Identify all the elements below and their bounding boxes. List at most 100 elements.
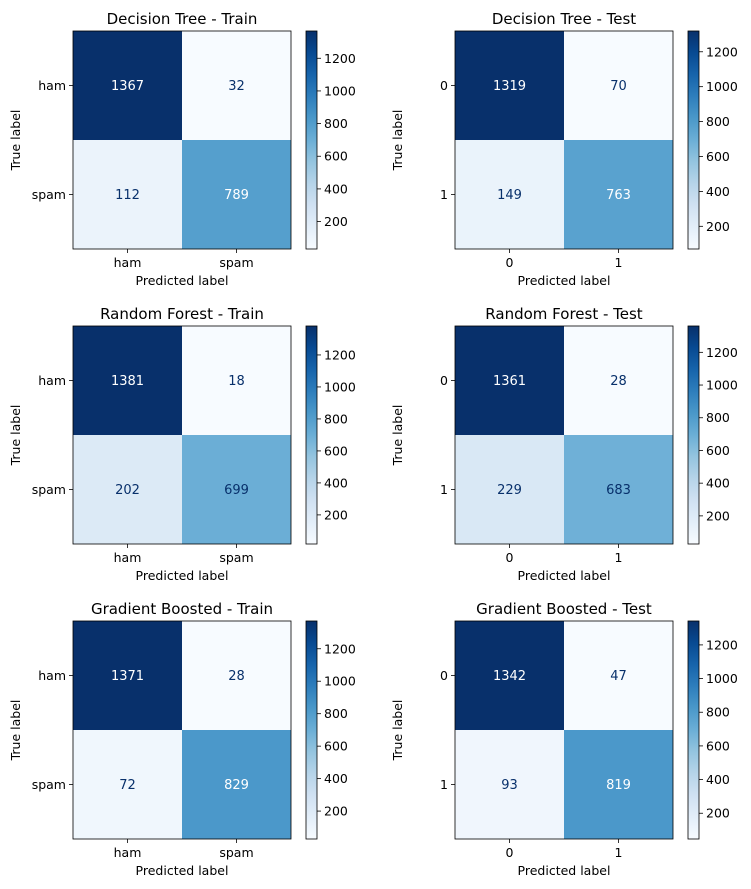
x-axis-label: Predicted label (136, 863, 229, 878)
matrix-cell (73, 31, 182, 140)
chart-title: Random Forest - Train (100, 305, 264, 323)
matrix-cell (455, 621, 564, 730)
cell-value-label: 72 (119, 778, 136, 793)
colorbar-frame (687, 620, 700, 840)
colorbar-tick-label: 600 (706, 738, 730, 753)
y-axis-label: True label (390, 405, 405, 467)
colorbar-tick-label: 600 (324, 739, 348, 754)
chart-title: Random Forest - Test (485, 305, 643, 323)
colorbar-tick-label: 800 (324, 706, 348, 721)
colorbar-tick-label: 600 (324, 443, 348, 458)
matrix-cell (73, 140, 182, 249)
y-axis-label: True label (8, 700, 23, 762)
colorbar-tick-label: 1200 (324, 347, 356, 362)
matrix-cell (182, 326, 291, 435)
cell-value-label: 763 (606, 188, 631, 203)
cell-value-label: 18 (228, 374, 245, 389)
x-tick-label: spam (219, 550, 253, 565)
matrix-cell (455, 140, 564, 249)
colorbar-tick-label: 800 (706, 114, 730, 129)
plot-frame (72, 30, 292, 250)
matrix-cell (73, 621, 182, 730)
y-axis-label: True label (8, 110, 23, 172)
colorbar-tick-label: 1000 (324, 674, 356, 689)
matrix-cell (182, 435, 291, 544)
x-tick-label: 1 (615, 255, 623, 270)
matrix-cell (564, 435, 673, 544)
matrix-cell (73, 326, 182, 435)
matrix-cell (455, 730, 564, 839)
cell-value-label: 93 (501, 778, 518, 793)
plot-frame (454, 30, 674, 250)
chart-title: Gradient Boosted - Test (476, 600, 652, 618)
cell-value-label: 1319 (493, 79, 526, 94)
cell-value-label: 70 (610, 79, 627, 94)
colorbar-tick-label: 600 (706, 443, 730, 458)
x-tick-label: spam (219, 845, 253, 860)
cell-value-label: 149 (497, 188, 522, 203)
x-tick-label: ham (114, 845, 142, 860)
chart-title: Gradient Boosted - Train (91, 600, 273, 618)
cell-value-label: 829 (224, 778, 249, 793)
chart-title: Decision Tree - Test (492, 10, 636, 28)
colorbar-tick-label: 200 (324, 804, 348, 819)
colorbar (306, 31, 317, 249)
x-axis-label: Predicted label (518, 273, 611, 288)
colorbar-tick-label: 400 (706, 184, 730, 199)
y-tick-label: spam (32, 482, 66, 497)
cell-value-label: 1342 (493, 669, 526, 684)
y-tick-label: 0 (440, 373, 448, 388)
y-tick-label: 1 (440, 482, 448, 497)
colorbar-tick-label: 1200 (324, 641, 356, 656)
cell-value-label: 1367 (111, 79, 144, 94)
cell-value-label: 819 (606, 778, 631, 793)
plot-frame (72, 325, 292, 545)
cell-value-label: 28 (228, 669, 245, 684)
colorbar-tick-label: 400 (706, 476, 730, 491)
colorbar-tick-label: 1000 (324, 379, 356, 394)
confusion-matrix-panel: Gradient Boosted - Train 1371 28 72 829 ham sp… (8, 600, 356, 878)
confusion-matrix-panel: Decision Tree - Train 1367 32 112 789 ham spam… (8, 10, 356, 288)
x-tick-label: 1 (615, 845, 623, 860)
matrix-cell (182, 730, 291, 839)
colorbar (688, 326, 699, 544)
matrix-cell (564, 31, 673, 140)
colorbar-tick-label: 400 (324, 771, 348, 786)
colorbar-tick-label: 200 (706, 806, 730, 821)
matrix-cell (564, 326, 673, 435)
colorbar-tick-label: 200 (706, 508, 730, 523)
colorbar-frame (305, 620, 318, 840)
matrix-cell (564, 730, 673, 839)
cell-value-label: 699 (224, 483, 249, 498)
x-tick-label: 0 (506, 550, 514, 565)
colorbar-tick-label: 600 (324, 149, 348, 164)
colorbar (688, 621, 699, 839)
x-tick-label: 0 (506, 845, 514, 860)
colorbar-tick-label: 1200 (706, 44, 738, 59)
colorbar-tick-label: 800 (324, 411, 348, 426)
colorbar-frame (687, 325, 700, 545)
colorbar-tick-label: 400 (706, 772, 730, 787)
confusion-matrix-panel: Gradient Boosted - Test 1342 47 93 819 0 1 0 1 Pr… (390, 600, 738, 878)
matrix-cell (182, 31, 291, 140)
colorbar-tick-label: 800 (324, 116, 348, 131)
colorbar-tick-label: 1000 (706, 378, 738, 393)
matrix-cell (455, 435, 564, 544)
colorbar-frame (687, 30, 700, 250)
colorbar-tick-label: 1000 (706, 79, 738, 94)
cell-value-label: 112 (115, 188, 140, 203)
colorbar (306, 621, 317, 839)
matrix-cell (73, 435, 182, 544)
x-axis-label: Predicted label (136, 273, 229, 288)
cell-value-label: 202 (115, 483, 140, 498)
y-tick-label: spam (32, 187, 66, 202)
confusion-matrix-panel: Random Forest - Test 1361 28 229 683 0 1 0 1 Pred… (390, 305, 738, 583)
y-tick-label: spam (32, 777, 66, 792)
colorbar (688, 31, 699, 249)
colorbar-tick-label: 200 (706, 219, 730, 234)
cell-value-label: 28 (610, 374, 627, 389)
cell-value-label: 1361 (493, 374, 526, 389)
cell-value-label: 789 (224, 188, 249, 203)
colorbar-tick-label: 1200 (706, 637, 738, 652)
colorbar-tick-label: 200 (324, 214, 348, 229)
